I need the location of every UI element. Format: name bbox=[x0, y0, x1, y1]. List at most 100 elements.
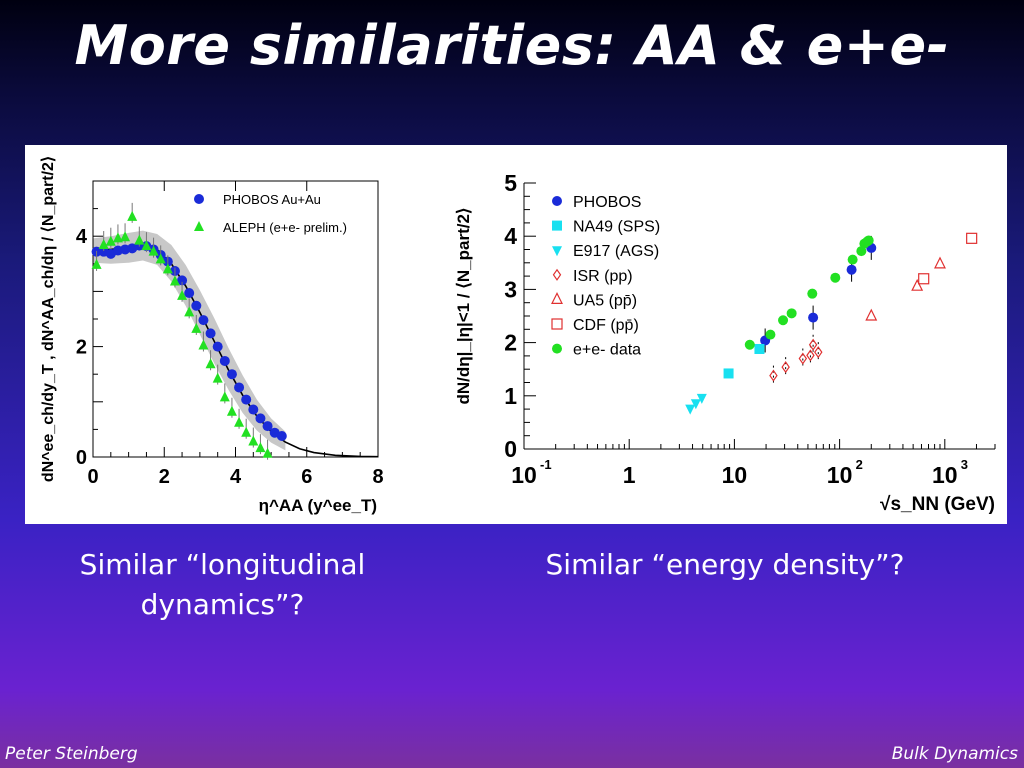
data-point bbox=[255, 413, 266, 424]
data-point bbox=[765, 329, 776, 340]
plot-panel: 0 2 4 6 8 0 2 4 PHOBOS Au+Au ALEPH (e+e- prelim.)… bbox=[25, 145, 1007, 524]
data-point bbox=[134, 234, 145, 245]
data-point bbox=[234, 416, 245, 427]
legend-marker bbox=[552, 268, 562, 281]
data-point bbox=[723, 368, 734, 379]
data-point bbox=[148, 245, 159, 256]
data-point bbox=[120, 231, 131, 242]
data-point bbox=[219, 355, 230, 366]
y-axis-title: dN^ee_ch/dy_T , dN^AA_ch/dη / ⟨N_part/2⟩ bbox=[40, 156, 57, 482]
legend-marker bbox=[551, 292, 563, 304]
y-tick-label: 0 bbox=[504, 436, 517, 462]
x-tick-label: 10 bbox=[932, 462, 958, 488]
data-point bbox=[141, 240, 152, 251]
data-point bbox=[744, 339, 755, 350]
data-point bbox=[696, 393, 707, 404]
x-tick-label: 0 bbox=[87, 466, 98, 488]
data-point bbox=[248, 435, 259, 446]
series-square-open bbox=[918, 232, 978, 285]
legend-marker-aleph bbox=[194, 221, 204, 231]
series-circle bbox=[744, 235, 874, 350]
legend-marker bbox=[551, 318, 563, 330]
data-point bbox=[808, 338, 818, 351]
footer-author: Peter Steinberg bbox=[5, 744, 138, 764]
x-tick-label: 1 bbox=[623, 462, 636, 488]
left-chart: 0 2 4 6 8 0 2 4 PHOBOS Au+Au ALEPH (e+e- prelim.)… bbox=[40, 156, 384, 515]
data-point bbox=[162, 263, 173, 274]
legend-label: CDF (pp̄) bbox=[573, 317, 639, 334]
series-triangle-open bbox=[865, 256, 946, 321]
data-point bbox=[198, 339, 209, 350]
data-point bbox=[219, 391, 230, 402]
data-point bbox=[806, 349, 815, 362]
x-tick-label: 6 bbox=[301, 466, 312, 488]
y-tick-label: 1 bbox=[504, 383, 517, 409]
data-point bbox=[191, 300, 202, 311]
legend-label: E917 (AGS) bbox=[573, 243, 659, 260]
data-point bbox=[169, 275, 180, 286]
y-tick-label: 0 bbox=[76, 447, 87, 469]
data-point bbox=[98, 239, 109, 250]
x-tick-exponent: -1 bbox=[540, 457, 552, 472]
data-point bbox=[177, 289, 188, 300]
data-point bbox=[798, 352, 808, 365]
data-point bbox=[241, 426, 252, 437]
x-tick-label: 4 bbox=[230, 466, 242, 488]
x-axis-title: √s_NN (GeV) bbox=[880, 494, 995, 515]
data-point bbox=[226, 369, 237, 380]
data-point bbox=[105, 235, 116, 246]
legend-marker bbox=[552, 246, 562, 257]
data-point bbox=[205, 328, 216, 339]
data-point bbox=[184, 288, 195, 299]
data-point bbox=[830, 272, 841, 283]
legend-label: PHOBOS bbox=[573, 194, 641, 211]
x-tick-label: 10 bbox=[722, 462, 748, 488]
y-axis-title: dN/dη|_|η|<1 / ⟨N_part/2⟩ bbox=[454, 207, 473, 404]
data-point bbox=[198, 315, 209, 326]
series-diamond-open bbox=[769, 334, 823, 386]
x-tick-exponent: 2 bbox=[856, 457, 863, 472]
data-point bbox=[262, 447, 273, 458]
data-point bbox=[865, 308, 878, 321]
y-tick-label: 2 bbox=[76, 337, 87, 359]
x-tick-label: 2 bbox=[159, 466, 170, 488]
footer-topic: Bulk Dynamics bbox=[891, 744, 1018, 764]
data-point bbox=[934, 256, 946, 269]
x-axis-title: η^AA (y^ee_T) bbox=[259, 496, 377, 515]
data-point bbox=[276, 431, 287, 442]
series-square bbox=[723, 343, 765, 379]
data-point bbox=[808, 312, 819, 323]
data-point bbox=[918, 273, 930, 285]
data-point bbox=[212, 341, 223, 352]
legend-label-aleph: ALEPH (e+e- prelim.) bbox=[223, 220, 347, 235]
data-point bbox=[807, 288, 818, 299]
data-point bbox=[226, 405, 237, 416]
data-point bbox=[786, 308, 797, 319]
data-point bbox=[127, 210, 138, 221]
data-point bbox=[769, 369, 778, 382]
legend-label: NA49 (SPS) bbox=[573, 219, 660, 236]
x-tick-label: 8 bbox=[372, 466, 383, 488]
x-tick-exponent: 3 bbox=[961, 457, 968, 472]
y-tick-label: 4 bbox=[504, 223, 517, 249]
legend-marker bbox=[552, 196, 562, 206]
systematic-band bbox=[93, 230, 286, 451]
slide-title: More similarities: AA & e+e- bbox=[74, 14, 950, 77]
legend-label: e+e- data bbox=[573, 342, 641, 359]
data-point bbox=[690, 399, 701, 410]
data-point bbox=[177, 275, 188, 286]
data-point bbox=[814, 346, 823, 359]
data-point bbox=[255, 442, 266, 453]
data-point bbox=[184, 306, 195, 317]
data-point bbox=[91, 258, 102, 269]
series-triangle-up bbox=[91, 202, 273, 460]
data-point bbox=[911, 278, 924, 291]
x-tick-label: 10 bbox=[827, 462, 853, 488]
data-point bbox=[112, 232, 123, 243]
data-point bbox=[262, 421, 273, 432]
x-tick-label: 10 bbox=[511, 462, 537, 488]
legend-marker bbox=[552, 220, 562, 231]
data-point bbox=[781, 361, 790, 374]
series-circle bbox=[91, 240, 287, 442]
